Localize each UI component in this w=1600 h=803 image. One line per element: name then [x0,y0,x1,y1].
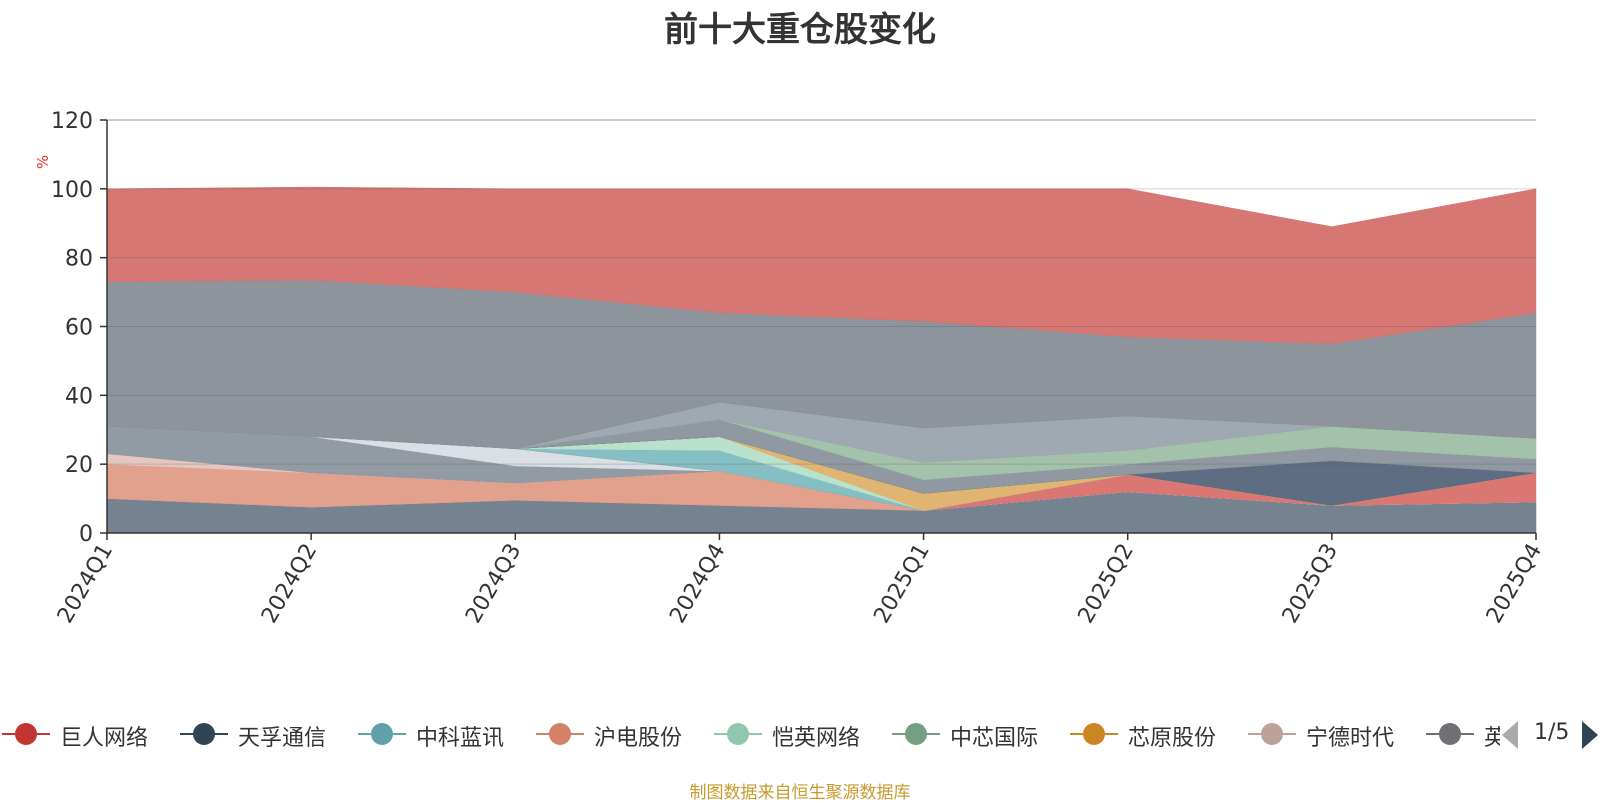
legend-label: 中芯国际 [950,726,1039,751]
legend-label: 宁德时代 [1306,726,1395,751]
legend-item[interactable]: 宁德时代 [1246,716,1424,752]
legend-pager: 1/5 [1498,718,1600,752]
legend-marker-icon [358,723,406,745]
y-tick-label: 120 [51,109,93,134]
legend-label: 沪电股份 [594,726,683,751]
chart-canvas: 0 20 40 60 80 100 120% 2024Q1 2024Q2 2024Q3 2024Q4… [34,109,1547,628]
legend-marker-icon [2,723,50,745]
legend-item[interactable]: 中科蓝讯 [356,716,534,752]
legend-page-indicator: 1/5 [1534,720,1570,745]
legend-marker-icon [180,723,228,745]
legend-marker-icon [892,723,940,745]
y-tick-label: 0 [79,522,93,547]
x-tick-label: 2025Q4 [1482,540,1547,628]
source-note: 制图数据来自恒生聚源数据库 [689,783,911,803]
legend-label: 中科蓝讯 [416,726,505,751]
legend-item[interactable]: 天孚通信 [178,716,356,752]
legend-marker-icon [536,723,584,745]
legend-label: 天孚通信 [238,726,327,751]
y-tick-label: 100 [51,178,93,203]
x-tick-label: 2024Q3 [461,540,526,628]
legend-item[interactable]: 巨人网络 [0,716,178,752]
x-tick-label: 2025Q3 [1278,540,1343,628]
legend: 巨人网络 天孚通信 中科蓝讯 沪电股份 恺英网络 中芯国际 芯原股份 宁德时代 英 [0,716,1500,752]
legend-label: 芯原股份 [1128,726,1217,751]
legend-item[interactable]: 恺英网络 [712,716,890,752]
x-tick-label: 2025Q1 [869,540,934,628]
chart-title: 前十大重仓股变化 [664,10,936,50]
x-tick-label: 2024Q4 [665,540,730,628]
legend-marker-icon [1070,723,1118,745]
legend-marker-icon [714,723,762,745]
legend-label: 英 [1484,726,1500,751]
area-layer [106,186,1537,534]
x-tick-label: 2024Q2 [257,540,322,628]
y-tick-label: 40 [65,384,93,409]
legend-item[interactable]: 芯原股份 [1068,716,1246,752]
legend-label: 巨人网络 [60,726,149,751]
legend-item[interactable]: 英 [1424,716,1500,752]
legend-item[interactable]: 沪电股份 [534,716,712,752]
x-tick-label: 2025Q2 [1074,540,1139,628]
y-axis-label: % [34,155,52,169]
legend-marker-icon [1248,723,1296,745]
y-tick-label: 60 [65,316,93,341]
legend-marker-icon [1426,723,1474,745]
legend-next-icon[interactable] [1582,721,1598,749]
area-series-14[interactable] [106,186,1537,344]
legend-label: 恺英网络 [772,726,861,751]
legend-item[interactable]: 中芯国际 [890,716,1068,752]
y-tick-label: 20 [65,453,93,478]
grid-layer [107,119,1536,465]
y-tick-label: 80 [65,247,93,272]
x-tick-label: 2024Q1 [53,540,118,628]
legend-prev-icon[interactable] [1502,721,1518,749]
